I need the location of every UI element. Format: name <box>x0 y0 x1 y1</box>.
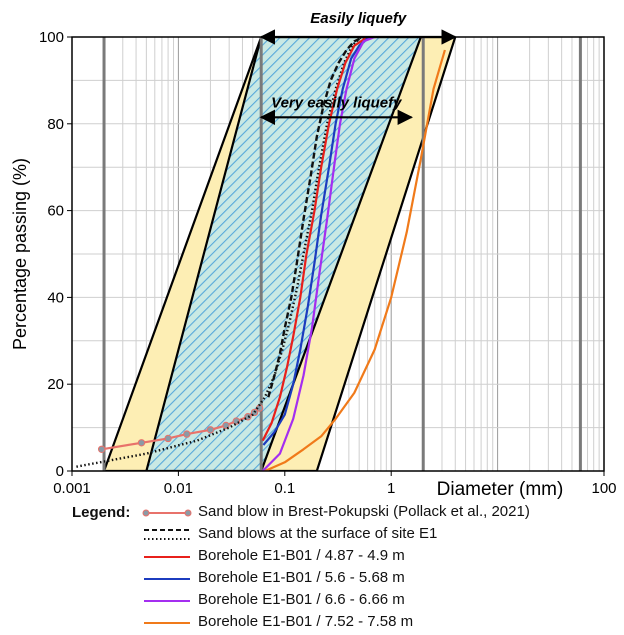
annotation-label: Easily liquefy <box>310 10 407 27</box>
y-tick-label: 100 <box>39 29 64 46</box>
legend-label: Borehole E1-B01 / 7.52 - 7.58 m <box>198 613 414 630</box>
series-line-1 <box>267 37 365 398</box>
grain-size-chart: 0.001 0.01 0.1 1 100 0 20 40 60 80 100 Diameter (mm… <box>10 10 617 500</box>
legend-item-borehole-7-52: Borehole E1-B01 / 7.52 - 7.58 m <box>142 612 612 634</box>
series-line-3 <box>261 37 369 442</box>
data-point <box>97 445 106 453</box>
annotation-label: Very easily liquefy <box>271 94 402 111</box>
legend-item-borehole-4-87: Borehole E1-B01 / 4.87 - 4.9 m <box>142 546 612 568</box>
legend-sample-purple-line <box>144 600 190 602</box>
legend-label: Borehole E1-B01 / 5.6 - 5.68 m <box>198 569 405 586</box>
series-line-5 <box>261 37 376 471</box>
x-tick-label: 1 <box>387 480 395 497</box>
series-line-0 <box>101 407 261 451</box>
major-grid-lines <box>102 37 582 471</box>
y-tick-label: 80 <box>47 116 64 133</box>
legend-sample-orange-line <box>144 622 190 624</box>
legend-item-borehole-6-6: Borehole E1-B01 / 6.6 - 6.66 m <box>142 590 612 612</box>
y-tick-label: 60 <box>47 203 64 220</box>
data-point <box>164 434 172 443</box>
x-tick-label: 0.1 <box>274 480 295 497</box>
legend-item-site-e1: Sand blows at the surface of site E1 <box>142 524 612 546</box>
x-tick-label: 0.001 <box>53 480 91 497</box>
legend: Legend: Sand blow in Brest-Pokupski (Pol… <box>0 500 624 635</box>
legend-sample-marker-line <box>142 509 192 517</box>
y-axis-label: Percentage passing (%) <box>10 158 30 350</box>
series-line-6 <box>264 49 446 471</box>
data-point <box>137 439 146 447</box>
legend-sample-red-line <box>144 556 190 558</box>
legend-item-brest-pokupski: Sand blow in Brest-Pokupski (Pollack et … <box>142 502 612 524</box>
annotations: Easily liquefy Very easily liquefy <box>259 10 457 125</box>
series-lines <box>76 37 446 471</box>
axes: 0.001 0.01 0.1 1 100 0 20 40 60 80 100 Diameter (mm… <box>10 29 617 500</box>
x-tick-label: 0.01 <box>164 480 193 497</box>
series-line-2 <box>76 37 362 468</box>
legend-label: Borehole E1-B01 / 4.87 - 4.9 m <box>198 547 405 564</box>
zone-very-easily-liquefy <box>145 37 423 471</box>
data-point <box>250 408 259 417</box>
x-tick-label: 100 <box>591 480 616 497</box>
liquefaction-zones <box>102 37 457 471</box>
legend-item-borehole-5-6: Borehole E1-B01 / 5.6 - 5.68 m <box>142 568 612 590</box>
legend-sample-blue-line <box>144 578 190 580</box>
data-point <box>206 426 215 434</box>
y-tick-label: 0 <box>56 463 64 480</box>
legend-title: Legend: <box>72 504 131 521</box>
legend-label: Sand blow in Brest-Pokupski (Pollack et … <box>198 503 530 520</box>
legend-sample-dashed-dotted <box>144 529 190 540</box>
data-point <box>183 430 191 438</box>
legend-label: Sand blows at the surface of site E1 <box>198 525 438 542</box>
series-line-4 <box>262 37 370 446</box>
data-point <box>244 413 252 421</box>
x-axis-label: Diameter (mm) <box>437 479 564 500</box>
y-tick-label: 40 <box>47 289 64 306</box>
y-tick-label: 20 <box>47 376 64 393</box>
legend-label: Borehole E1-B01 / 6.6 - 6.66 m <box>198 591 405 608</box>
